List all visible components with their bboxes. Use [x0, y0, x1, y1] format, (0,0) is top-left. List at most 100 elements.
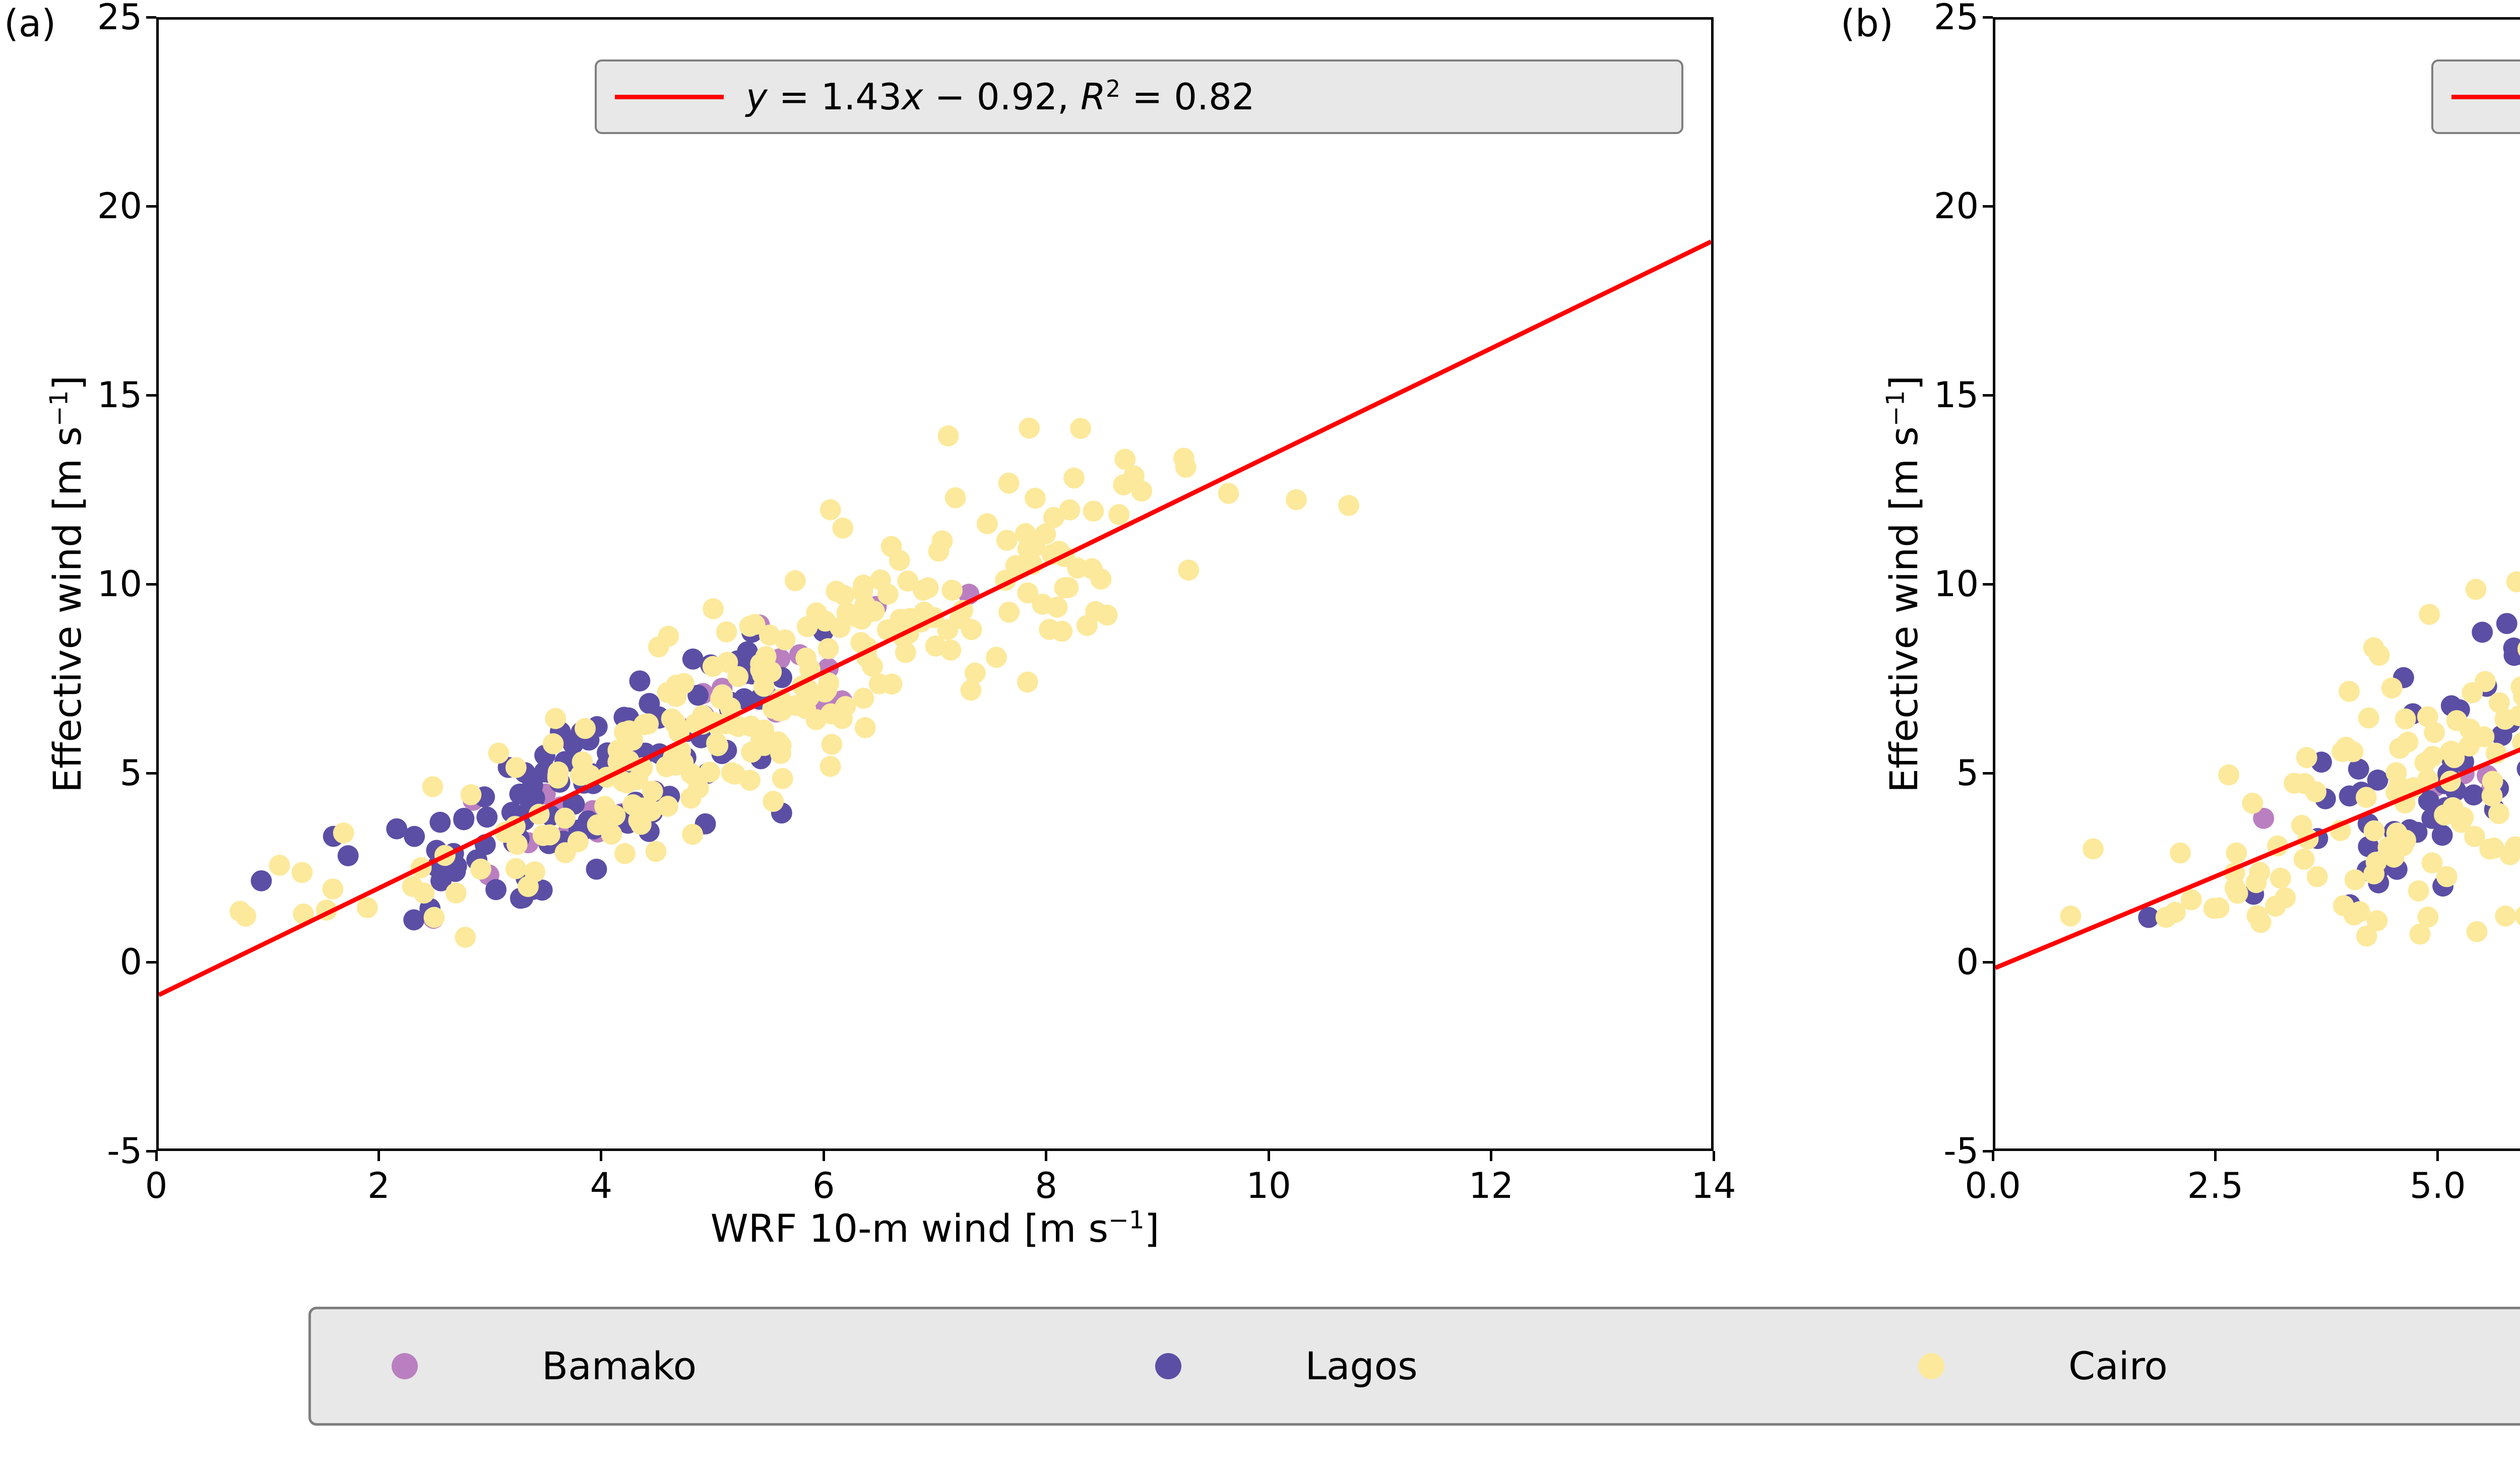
x-tick-label: 0.0 — [1965, 1165, 2021, 1206]
scatter-point — [322, 878, 344, 900]
y-tick-mark — [1983, 16, 1993, 19]
scatter-point — [2363, 820, 2385, 842]
scatter-point — [2440, 740, 2462, 762]
scatter-point — [1076, 615, 1098, 636]
scatter-point — [2270, 867, 2291, 889]
scatter-point — [753, 675, 775, 697]
scatter-point — [750, 728, 772, 750]
scatter-point — [795, 648, 817, 669]
scatter-point — [570, 764, 591, 786]
legend-entry-cairo[interactable]: Cairo — [1838, 1347, 2520, 1385]
scatter-point — [575, 718, 596, 739]
scatter-point — [1019, 417, 1040, 439]
y-tick-label: 25 — [1933, 0, 1979, 38]
scatter-point — [2418, 790, 2439, 811]
scatter-point — [964, 662, 986, 684]
x-tick-mark — [1045, 1151, 1048, 1161]
scatter-point — [2506, 571, 2520, 593]
scatter-point — [817, 638, 839, 660]
scatter-point — [940, 639, 962, 661]
scatter-point — [648, 636, 669, 658]
scatter-point — [2208, 897, 2230, 919]
scatter-point — [2417, 906, 2439, 928]
x-tick-label: 8 — [1035, 1165, 1057, 1206]
scatter-point — [1057, 577, 1079, 598]
scatter-point — [832, 708, 853, 729]
scatter-point — [604, 805, 626, 826]
scatter-point — [763, 791, 784, 812]
scatter-point — [985, 647, 1007, 668]
scatter-point — [944, 487, 966, 508]
scatter-point — [881, 673, 903, 695]
scatter-point — [476, 806, 498, 828]
scatter-point — [890, 609, 911, 630]
scatter-point — [706, 732, 727, 754]
scatter-point — [2482, 771, 2503, 792]
y-tick-mark — [1983, 205, 1993, 208]
scatter-point — [854, 717, 876, 738]
scatter-point — [488, 742, 510, 764]
scatter-point — [1046, 596, 1068, 618]
scatter-point — [805, 709, 827, 730]
series-legend: BamakoLagosCairoIndividual plume — [308, 1307, 2520, 1426]
scatter-point — [2466, 921, 2488, 942]
y-tick-mark — [146, 961, 156, 964]
legend-label: Cairo — [2068, 1344, 2168, 1388]
scatter-point — [2275, 887, 2296, 909]
scatter-point — [539, 824, 560, 846]
scatter-point — [629, 670, 651, 692]
scatter-point — [429, 811, 451, 833]
scatter-point — [699, 761, 721, 783]
scatter-point — [2060, 905, 2082, 927]
scatter-point — [2464, 826, 2485, 847]
scatter-point — [2383, 846, 2405, 868]
scatter-point — [1096, 604, 1118, 626]
scatter-point — [1123, 465, 1145, 487]
x-tick-mark — [155, 1151, 158, 1161]
scatter-point — [818, 672, 840, 694]
panel-a-axes — [156, 17, 1714, 1151]
scatter-point — [739, 770, 761, 791]
scatter-point — [937, 425, 959, 446]
y-tick-label: 15 — [1933, 374, 1979, 416]
legend-entry-lagos[interactable]: Lagos — [1075, 1347, 1838, 1385]
scatter-point — [2305, 781, 2326, 803]
y-tick-label: 20 — [97, 185, 142, 227]
scatter-point — [821, 734, 843, 755]
x-tick-mark — [377, 1151, 380, 1161]
scatter-point — [750, 659, 772, 681]
scatter-point — [2462, 682, 2483, 703]
scatter-point — [820, 755, 841, 777]
scatter-point — [2218, 764, 2240, 786]
scatter-point — [2503, 637, 2520, 659]
scatter-point — [453, 809, 475, 830]
y-tick-mark — [146, 772, 156, 775]
y-tick-label: 20 — [1933, 185, 1979, 227]
scatter-point — [1059, 499, 1081, 521]
legend-entry-bamako[interactable]: Bamako — [311, 1347, 1075, 1385]
scatter-point — [2436, 866, 2458, 887]
y-tick-label: 10 — [1933, 563, 1979, 605]
scatter-point — [517, 876, 539, 898]
scatter-point — [1108, 504, 1130, 526]
scatter-point — [846, 606, 867, 627]
scatter-point — [1081, 558, 1103, 580]
scatter-point — [784, 570, 806, 592]
x-tick-mark — [1490, 1151, 1493, 1161]
scatter-point — [2483, 838, 2505, 859]
fit-equation-a: y = 1.43x − 0.92, R2 = 0.82 — [746, 75, 1255, 118]
scatter-point — [820, 499, 841, 521]
panel-b-plot-canvas — [1995, 571, 2520, 970]
y-tick-label: 0 — [119, 941, 142, 983]
scatter-point — [853, 687, 874, 709]
scatter-point — [2226, 842, 2247, 864]
scatter-point — [2358, 707, 2379, 729]
scatter-point — [1005, 555, 1027, 577]
scatter-point — [682, 648, 704, 670]
scatter-point — [1070, 418, 1091, 439]
scatter-point — [2344, 869, 2366, 890]
scatter-point — [586, 858, 607, 880]
scatter-point — [2472, 621, 2493, 643]
scatter-point — [2488, 692, 2510, 714]
